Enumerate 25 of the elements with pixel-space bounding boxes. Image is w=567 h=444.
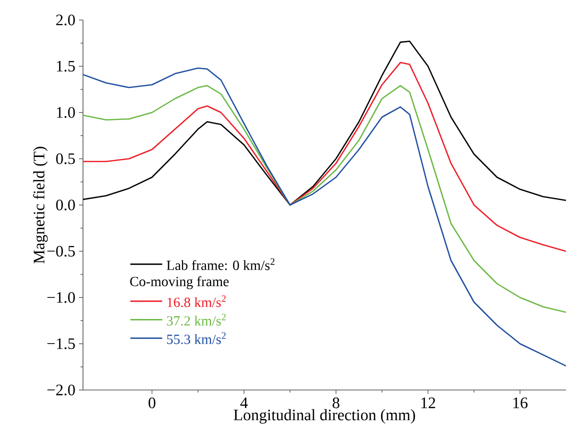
line-series bbox=[83, 85, 566, 313]
line-series bbox=[83, 67, 566, 367]
y-tick-label: −1.0 bbox=[47, 292, 75, 303]
x-tick-label: 16 bbox=[513, 398, 528, 408]
legend-title: Co-moving frame bbox=[130, 276, 229, 290]
legend-label: 37.2 km/s$^{2}$ bbox=[166, 314, 226, 326]
x-axis-title: Longitudinal direction (mm) bbox=[234, 409, 416, 424]
y-tick-label: 0.5 bbox=[56, 153, 75, 164]
x-tick-label: 0 bbox=[148, 398, 156, 408]
x-tick-label: 8 bbox=[332, 398, 340, 408]
y-tick-label: 1.5 bbox=[56, 60, 75, 72]
x-tick-label: 4 bbox=[240, 398, 248, 408]
legend-label: Lab frame: 0 km/s$^{2}$ bbox=[166, 258, 274, 270]
y-tick-label: 1.0 bbox=[56, 107, 75, 118]
legend-label: 55.3 km/s$^{2}$ bbox=[167, 332, 226, 344]
x-tick-label: 12 bbox=[421, 398, 436, 408]
y-tick-label: 0.0 bbox=[56, 200, 75, 210]
y-tick-label: −1.5 bbox=[47, 338, 75, 350]
line-series bbox=[83, 62, 566, 252]
y-tick-label: −2.0 bbox=[47, 384, 75, 396]
y-tick-label: 2.0 bbox=[56, 14, 75, 26]
legend-label: 16.8 km/s$^{2}$ bbox=[168, 295, 226, 308]
line-series bbox=[83, 40, 566, 206]
y-tick-label: −0.5 bbox=[47, 246, 75, 257]
y-axis-title: Magnetic field (T) bbox=[33, 146, 48, 264]
